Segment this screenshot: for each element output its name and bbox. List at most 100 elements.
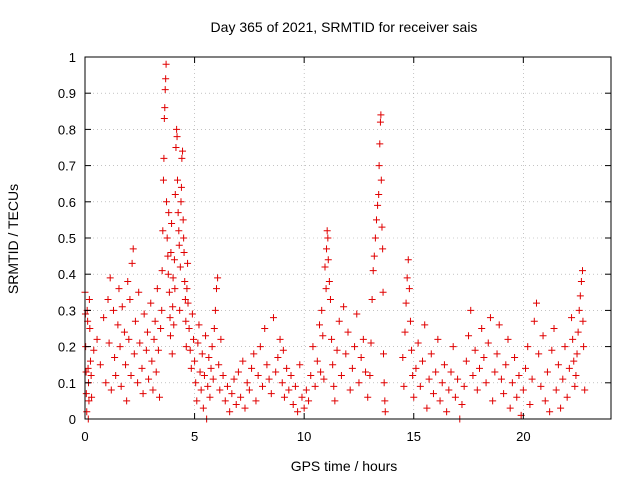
data-point xyxy=(197,386,205,394)
data-point xyxy=(276,335,284,343)
data-point xyxy=(245,386,253,394)
x-tick-label: 10 xyxy=(297,429,311,444)
data-point xyxy=(530,317,538,325)
y-tick-label: 0.2 xyxy=(58,340,76,355)
data-point xyxy=(177,183,185,191)
data-point xyxy=(243,379,251,387)
data-point xyxy=(522,364,530,372)
data-point xyxy=(445,386,453,394)
data-point xyxy=(169,303,177,311)
data-point xyxy=(537,382,545,390)
data-point xyxy=(226,408,234,416)
data-point xyxy=(147,299,155,307)
data-point xyxy=(328,335,336,343)
data-point xyxy=(173,133,181,141)
data-point xyxy=(576,292,584,300)
data-point xyxy=(168,350,176,358)
data-point xyxy=(194,339,202,347)
data-point xyxy=(214,274,222,282)
data-point xyxy=(325,277,333,285)
data-point xyxy=(174,209,182,217)
data-point xyxy=(570,357,578,365)
data-point xyxy=(318,306,326,314)
data-point xyxy=(232,401,240,409)
data-point xyxy=(84,364,92,372)
data-point xyxy=(366,372,374,380)
data-point xyxy=(491,368,499,376)
data-point xyxy=(573,350,581,358)
data-point xyxy=(524,343,532,351)
data-point xyxy=(145,375,153,383)
data-point xyxy=(115,285,123,293)
data-point xyxy=(574,328,582,336)
data-point xyxy=(123,397,131,405)
data-point xyxy=(406,317,414,325)
data-point xyxy=(166,314,174,322)
data-point xyxy=(217,335,225,343)
data-point xyxy=(443,408,451,416)
data-point xyxy=(112,372,120,380)
chart-title: Day 365 of 2021, SRMTID for receiver sai… xyxy=(211,19,478,35)
data-point xyxy=(134,379,142,387)
data-point xyxy=(198,350,206,358)
data-point xyxy=(111,353,119,361)
data-point xyxy=(85,296,93,304)
grid-lines xyxy=(85,57,611,419)
data-point xyxy=(402,299,410,307)
data-point xyxy=(173,176,181,184)
data-point xyxy=(128,259,136,267)
y-tick-label: 0.3 xyxy=(58,303,76,318)
data-point xyxy=(348,364,356,372)
data-point xyxy=(572,372,580,380)
data-point xyxy=(454,375,462,383)
data-point xyxy=(401,328,409,336)
x-axis-label: GPS time / hours xyxy=(291,458,398,474)
data-point xyxy=(159,227,167,235)
data-point xyxy=(419,357,427,365)
data-point xyxy=(469,372,477,380)
data-point xyxy=(252,397,260,405)
data-point xyxy=(504,335,512,343)
data-point xyxy=(511,353,519,361)
data-point xyxy=(152,368,160,376)
data-point xyxy=(199,404,207,412)
data-point xyxy=(550,325,558,332)
data-point xyxy=(434,335,442,343)
data-point xyxy=(154,346,162,354)
x-tick-label: 0 xyxy=(81,429,88,444)
data-point xyxy=(219,372,227,380)
data-point xyxy=(175,241,183,249)
data-point xyxy=(168,220,176,228)
data-point xyxy=(261,325,269,332)
data-point xyxy=(313,357,321,365)
data-point xyxy=(379,245,387,253)
data-point xyxy=(206,393,214,401)
x-tick-label: 5 xyxy=(191,429,198,444)
data-point xyxy=(125,335,133,343)
data-point xyxy=(173,125,181,133)
data-point xyxy=(160,115,168,123)
data-point xyxy=(279,346,287,354)
data-point xyxy=(176,263,184,271)
data-point xyxy=(323,227,331,235)
data-point xyxy=(263,361,271,369)
data-point xyxy=(355,379,363,387)
data-point xyxy=(579,267,587,275)
data-point xyxy=(179,216,187,224)
data-point xyxy=(150,335,158,343)
data-point xyxy=(486,314,494,322)
data-point xyxy=(138,364,146,372)
data-point xyxy=(369,267,377,275)
data-point xyxy=(421,321,429,329)
data-point xyxy=(465,332,473,340)
data-point xyxy=(142,346,150,354)
data-point xyxy=(364,393,372,401)
data-point xyxy=(532,299,540,307)
data-point xyxy=(195,321,203,329)
data-point xyxy=(278,379,286,387)
data-point xyxy=(109,306,117,314)
data-point xyxy=(221,397,229,405)
data-point xyxy=(182,317,190,325)
data-point xyxy=(379,288,387,296)
data-point xyxy=(471,346,479,354)
